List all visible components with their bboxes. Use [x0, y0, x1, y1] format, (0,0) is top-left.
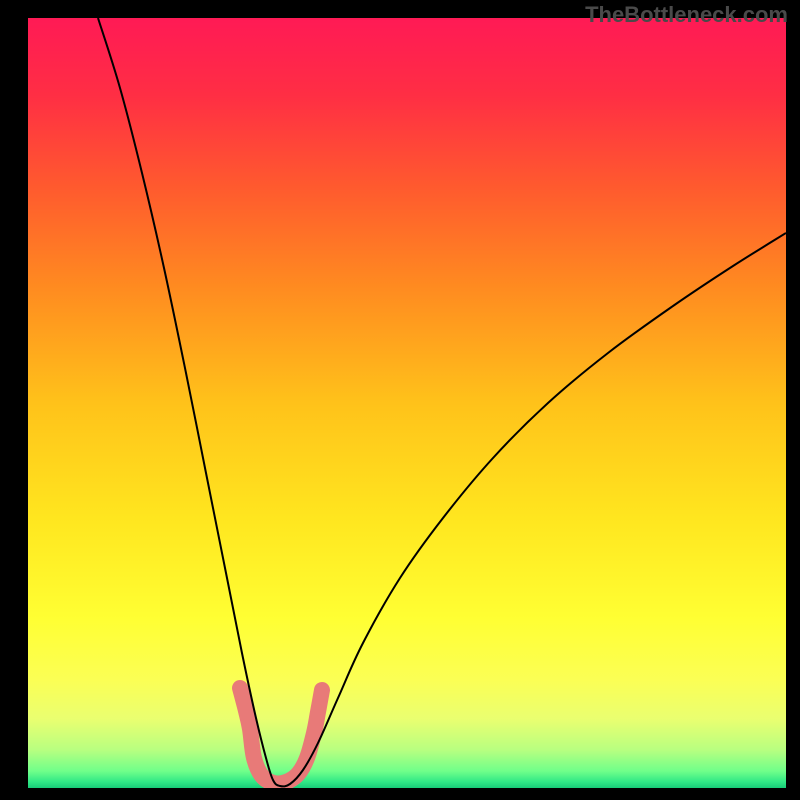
- plot-svg: [28, 18, 786, 788]
- watermark-text: TheBottleneck.com: [585, 2, 788, 28]
- plot-area: [28, 18, 786, 788]
- chart-container: TheBottleneck.com: [0, 0, 800, 800]
- gradient-background: [28, 18, 786, 788]
